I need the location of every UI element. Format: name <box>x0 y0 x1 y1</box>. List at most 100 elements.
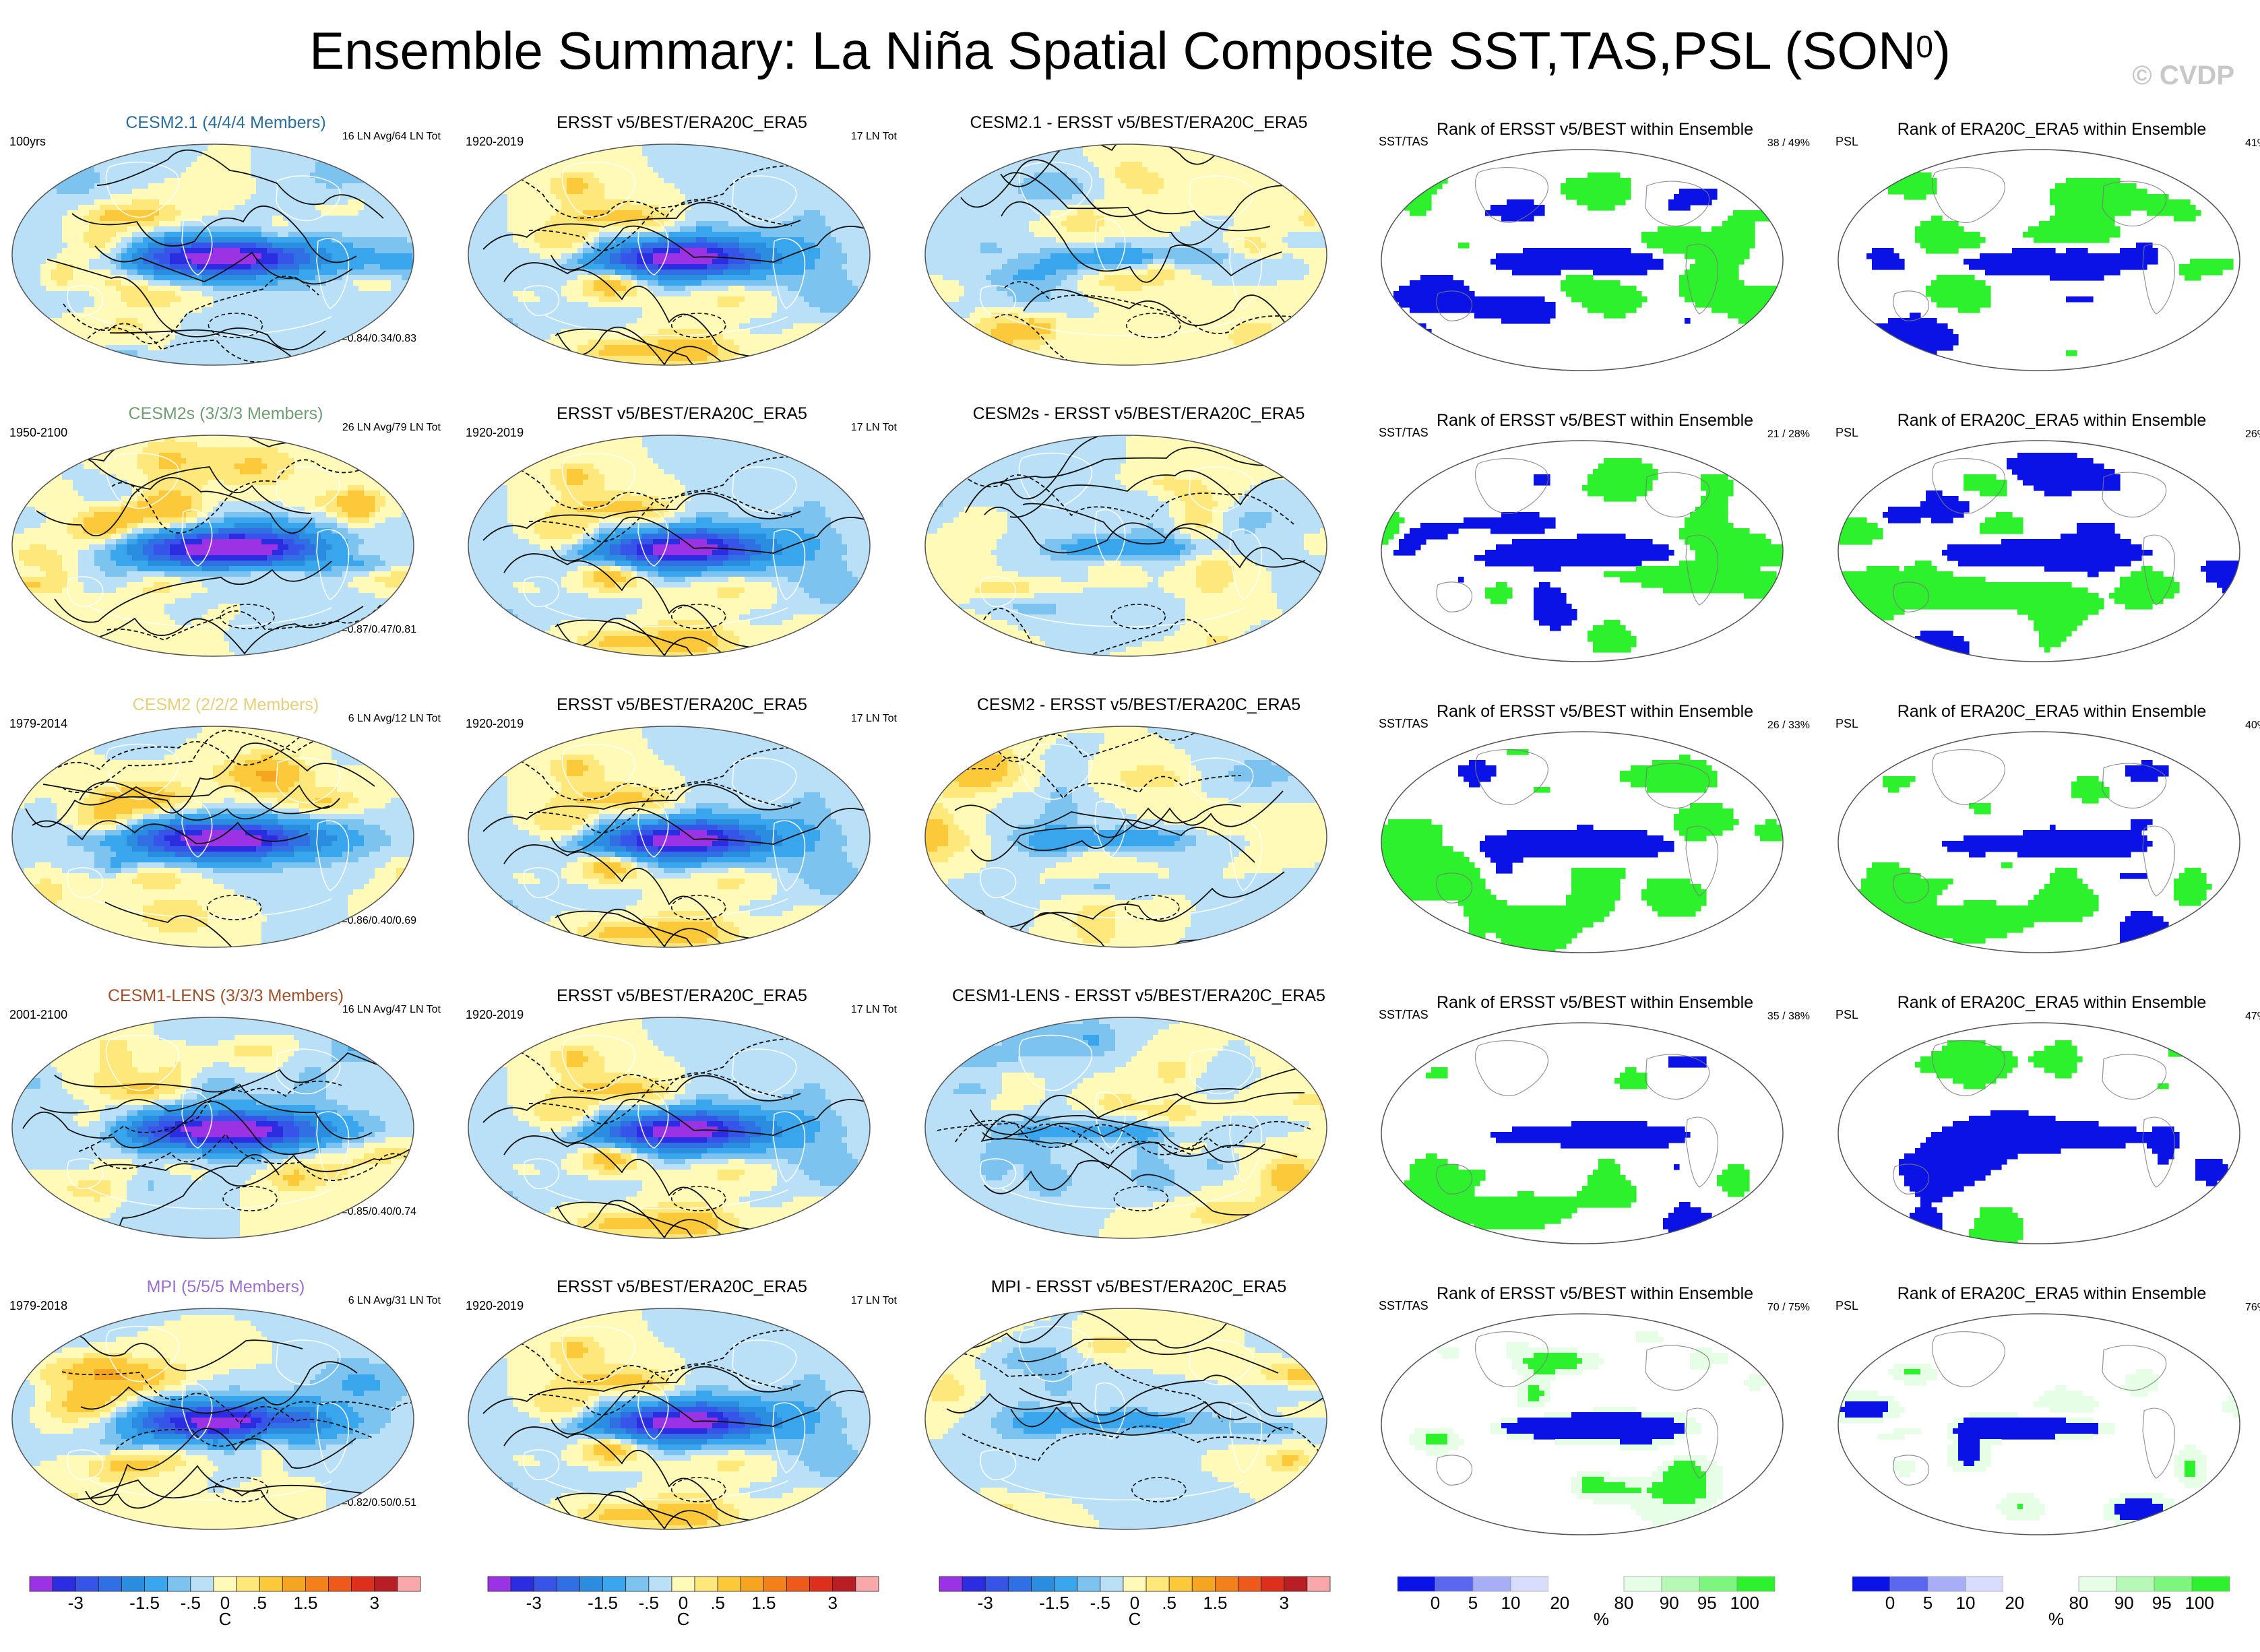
colorbar-swatch <box>671 1576 695 1592</box>
colorbar-tick-label: 0 <box>220 1593 230 1613</box>
panel-title: Rank of ERSST v5/BEST within Ensemble <box>1369 1284 1821 1304</box>
colorbar-swatch <box>1261 1576 1285 1592</box>
panel-left-label: 1920-2019 <box>466 1008 524 1022</box>
panel-obs-row2: ERSST v5/BEST/ERA20C_ERA5 1920-2019 17 LN … <box>456 404 908 695</box>
colorbar-swatch <box>121 1576 145 1592</box>
colorbar-tick-label: 1.5 <box>1203 1593 1227 1613</box>
map-diff <box>924 1308 1327 1530</box>
panel-rank1-row5: Rank of ERSST v5/BEST within Ensemble SST… <box>1369 1277 1821 1568</box>
panel-right-label: 17 LN Tot <box>851 422 897 434</box>
colorbar-swatch <box>2078 1576 2117 1592</box>
colorbar-swatch <box>1699 1576 1738 1592</box>
colorbar-swatch <box>1077 1576 1101 1592</box>
colorbar-tick-label: 0 <box>1885 1593 1895 1613</box>
panel-rank2-row2: Rank of ERA20C_ERA5 within Ensemble PSL 26… <box>1826 404 2260 695</box>
colorbar-swatch <box>1889 1576 1928 1592</box>
colorbar-swatch <box>1168 1576 1193 1592</box>
pattern-correlation-label: r=0.84/0.34/0.83 <box>338 333 416 345</box>
figure-title: Ensemble Summary: La Niña Spatial Compos… <box>0 20 2260 81</box>
map-diff <box>924 726 1327 948</box>
colorbar-swatch <box>1965 1576 2004 1592</box>
panel-right-label: 17 LN Tot <box>851 1295 897 1307</box>
panel-title: Rank of ERSST v5/BEST within Ensemble <box>1369 120 1821 139</box>
panel-rank2-row4: Rank of ERA20C_ERA5 within Ensemble PSL 47… <box>1826 986 2260 1277</box>
colorbar-tick-label: 0 <box>679 1593 688 1613</box>
panel-title: Rank of ERSST v5/BEST within Ensemble <box>1369 993 1821 1013</box>
panel-title: Rank of ERSST v5/BEST within Ensemble <box>1369 411 1821 431</box>
panel-rank2-row3: Rank of ERA20C_ERA5 within Ensemble PSL 40… <box>1826 695 2260 986</box>
panel-title: ERSST v5/BEST/ERA20C_ERA5 <box>456 695 908 715</box>
panel-right-label: 6 LN Avg/31 LN Tot <box>348 1295 441 1307</box>
colorbar-swatch <box>1661 1576 1700 1592</box>
colorbar-tick-label: -.5 <box>181 1593 201 1613</box>
colorbar-tick-label: -1.5 <box>1039 1593 1069 1613</box>
colorbar-swatch <box>1852 1576 1891 1592</box>
colorbar-swatch <box>236 1576 260 1592</box>
panel-model-row1: CESM2.1 (4/4/4 Members) 100yrs 16 LN Avg/6… <box>0 113 451 404</box>
colorbar-tick-label: .5 <box>710 1593 725 1613</box>
colorbar-swatch <box>1435 1576 1474 1592</box>
panel-title: MPI (5/5/5 Members) <box>0 1277 451 1297</box>
panel-obs-row4: ERSST v5/BEST/ERA20C_ERA5 1920-2019 17 LN … <box>456 986 908 1277</box>
colorbar-swatch <box>694 1576 718 1592</box>
panel-right-label: 16 LN Avg/47 LN Tot <box>342 1004 441 1016</box>
panel-right-label: 16 LN Avg/64 LN Tot <box>342 131 441 143</box>
colorbar-swatch <box>556 1576 580 1592</box>
panel-rank1-row1: Rank of ERSST v5/BEST within Ensemble SST… <box>1369 113 1821 404</box>
colorbar-swatch <box>487 1576 511 1592</box>
colorbar-swatch <box>98 1576 122 1592</box>
colorbar-tick-label: 10 <box>1956 1593 1976 1613</box>
colorbar-swatch <box>1510 1576 1549 1592</box>
colorbar-anomaly-3: -3 -1.5 -.5 0 .5 1.5 3 C <box>937 1574 1341 1631</box>
colorbar-tick-label: 80 <box>1614 1593 1634 1613</box>
map-obs <box>468 1017 871 1239</box>
panel-title: ERSST v5/BEST/ERA20C_ERA5 <box>456 1277 908 1297</box>
panel-right-label: 17 LN Tot <box>851 713 897 725</box>
panel-model-row5: MPI (5/5/5 Members) 1979-2018 6 LN Avg/31 … <box>0 1277 451 1568</box>
map-rank1 <box>1381 440 1784 662</box>
panel-title: Rank of ERA20C_ERA5 within Ensemble <box>1826 1284 2260 1304</box>
panel-right-label: 41% <box>2245 137 2260 150</box>
colorbar-unit-label: % <box>1594 1609 1609 1628</box>
colorbar-tick-label: -3 <box>526 1593 542 1613</box>
map-obs <box>468 144 871 366</box>
colorbar-tick-label: 95 <box>2152 1593 2172 1613</box>
panel-left-label: PSL <box>1835 717 1858 731</box>
colorbar-swatch <box>533 1576 557 1592</box>
map-rank2 <box>1838 440 2240 662</box>
colorbar-tick-label: .5 <box>252 1593 267 1613</box>
colorbar-swatch <box>962 1576 986 1592</box>
colorbar-swatch <box>717 1576 741 1592</box>
colorbar-swatch <box>786 1576 811 1592</box>
panel-diff-row1: CESM2.1 - ERSST v5/BEST/ERA20C_ERA5 <box>913 113 1364 404</box>
map-rank2 <box>1838 1313 2240 1535</box>
panel-title: CESM1-LENS - ERSST v5/BEST/ERA20C_ERA5 <box>913 986 1364 1006</box>
panel-right-label: 26 / 33% <box>1767 720 1810 732</box>
map-rank1 <box>1381 149 1784 371</box>
colorbar-swatch <box>625 1576 650 1592</box>
map-rank1 <box>1381 1022 1784 1244</box>
panel-left-label: SST/TAS <box>1379 1299 1429 1313</box>
watermark: © CVDP <box>2132 61 2234 91</box>
colorbar-swatch <box>809 1576 834 1592</box>
colorbar-swatch <box>144 1576 168 1592</box>
panel-left-label: 1979-2014 <box>9 717 67 731</box>
panel-diff-row4: CESM1-LENS - ERSST v5/BEST/ERA20C_ERA5 <box>913 986 1364 1277</box>
map-rank2 <box>1838 1022 2240 1244</box>
colorbar-swatch <box>1215 1576 1238 1592</box>
colorbar-swatch <box>1100 1576 1124 1592</box>
colorbar-rank-2: 0 5 10 20 80 90 95 100% <box>1850 1574 2247 1631</box>
colorbar-unit-label: % <box>2048 1609 2064 1628</box>
pattern-correlation-label: r=0.87/0.47/0.81 <box>338 624 416 636</box>
panel-left-label: SST/TAS <box>1379 135 1429 149</box>
colorbar-swatch <box>1623 1576 1662 1592</box>
colorbar-swatch <box>52 1576 76 1592</box>
map-model <box>11 144 414 366</box>
panel-title: MPI - ERSST v5/BEST/ERA20C_ERA5 <box>913 1277 1364 1297</box>
panel-title: Rank of ERA20C_ERA5 within Ensemble <box>1826 993 2260 1013</box>
panel-diff-row2: CESM2s - ERSST v5/BEST/ERA20C_ERA5 <box>913 404 1364 695</box>
colorbar-swatch <box>1191 1576 1216 1592</box>
map-diff <box>924 1017 1327 1239</box>
colorbar-tick-label: -1.5 <box>129 1593 160 1613</box>
colorbar-swatch <box>740 1576 764 1592</box>
